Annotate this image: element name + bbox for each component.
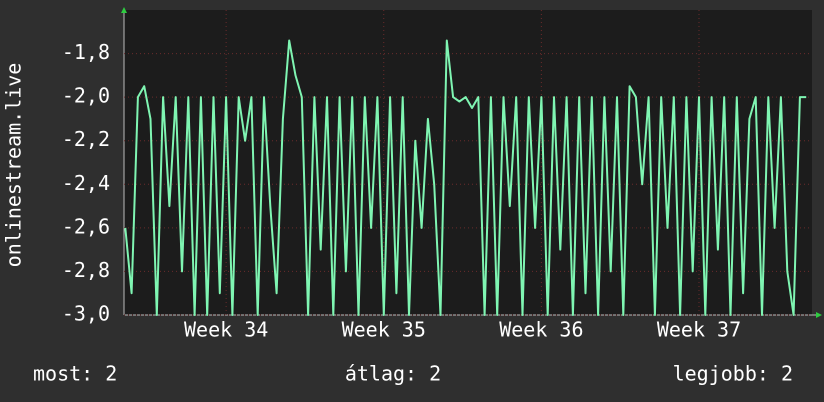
footer-max: legjobb: 2 [673,362,793,386]
y-tick-label: -2,0 [62,84,110,108]
y-tick-label: -3,0 [62,302,110,326]
x-tick-label: Week 37 [657,318,741,342]
footer-average: átlag: 2 [345,362,441,386]
x-tick-label: Week 36 [499,318,583,342]
x-axis-arrow [816,312,822,318]
footer-current: most: 2 [33,362,117,386]
y-tick-label: -2,4 [62,171,110,195]
y-axis-label: onlinestream.live [2,63,26,268]
data-line [124,39,807,316]
y-tick-label: -2,8 [62,258,110,282]
y-axis-arrow [121,7,127,13]
y-tick-label: -1,8 [62,40,110,64]
x-tick-label: Week 35 [342,318,426,342]
y-tick-label: -2,2 [62,127,110,151]
x-tick-label: Week 34 [184,318,268,342]
y-tick-label: -2,6 [62,214,110,238]
